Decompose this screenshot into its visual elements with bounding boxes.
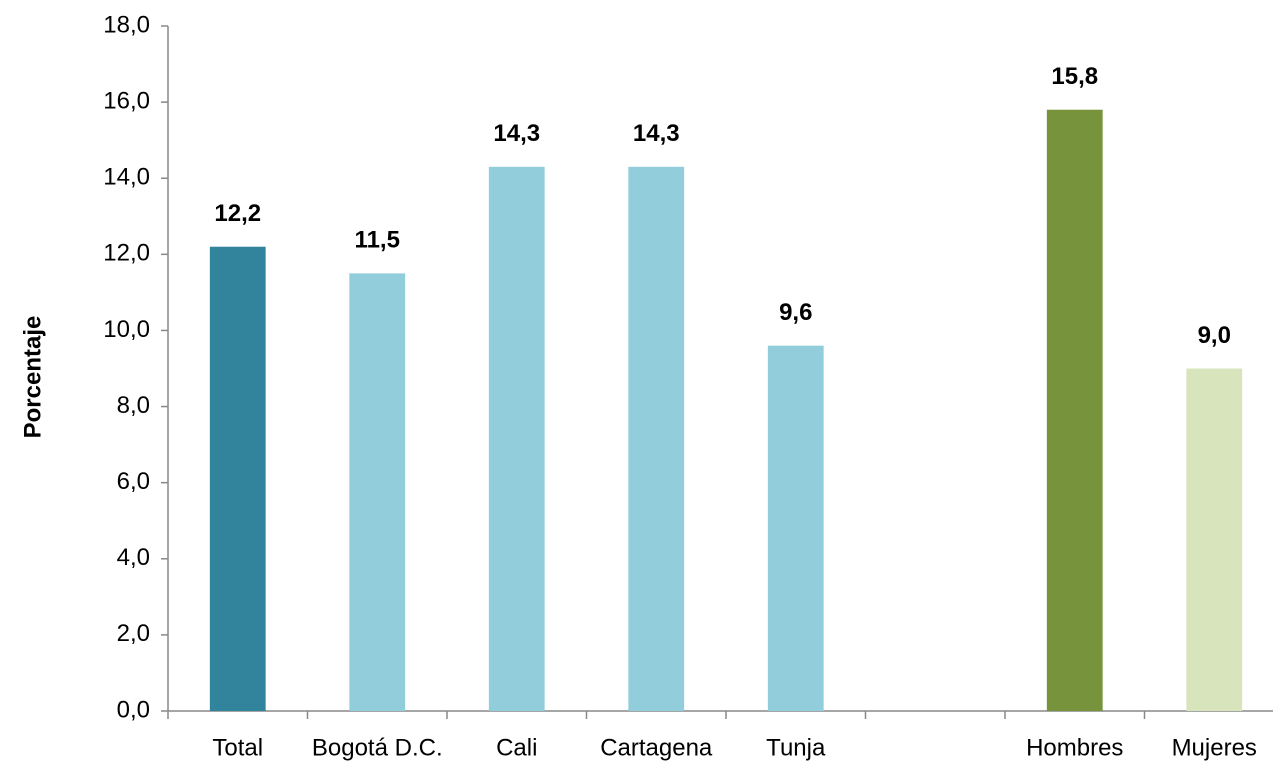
y-tick-label: 6,0 bbox=[117, 468, 150, 495]
value-label: 14,3 bbox=[493, 120, 540, 147]
value-label: 14,3 bbox=[633, 120, 680, 147]
bar bbox=[349, 273, 406, 711]
x-tick-label: Tunja bbox=[766, 734, 826, 761]
value-label: 9,0 bbox=[1198, 322, 1231, 349]
x-tick-label: Mujeres bbox=[1172, 734, 1257, 761]
y-tick-label: 4,0 bbox=[117, 544, 150, 571]
bar bbox=[1186, 368, 1243, 711]
x-tick-label: Cartagena bbox=[600, 734, 713, 761]
y-tick-label: 0,0 bbox=[117, 696, 150, 723]
y-tick-label: 10,0 bbox=[103, 316, 150, 343]
y-tick-label: 14,0 bbox=[103, 164, 150, 191]
y-tick-label: 16,0 bbox=[103, 87, 150, 114]
bar bbox=[209, 246, 266, 711]
y-tick-label: 12,0 bbox=[103, 240, 150, 267]
value-label: 11,5 bbox=[355, 227, 400, 254]
value-label: 15,8 bbox=[1051, 63, 1098, 90]
bar bbox=[767, 345, 824, 711]
value-label: 12,2 bbox=[214, 200, 261, 227]
y-tick-label: 2,0 bbox=[117, 620, 150, 647]
bar bbox=[628, 166, 685, 712]
x-tick-label: Hombres bbox=[1026, 734, 1123, 761]
y-tick-label: 18,0 bbox=[103, 11, 150, 38]
value-label: 9,6 bbox=[779, 299, 812, 326]
bar bbox=[488, 166, 545, 712]
x-tick-label: Total bbox=[212, 734, 263, 761]
y-tick-label: 8,0 bbox=[117, 392, 150, 419]
bar bbox=[1046, 109, 1103, 711]
x-tick-label: Bogotá D.C. bbox=[312, 734, 443, 761]
y-axis-label: Porcentaje bbox=[19, 316, 46, 439]
x-tick-label: Cali bbox=[496, 734, 537, 761]
